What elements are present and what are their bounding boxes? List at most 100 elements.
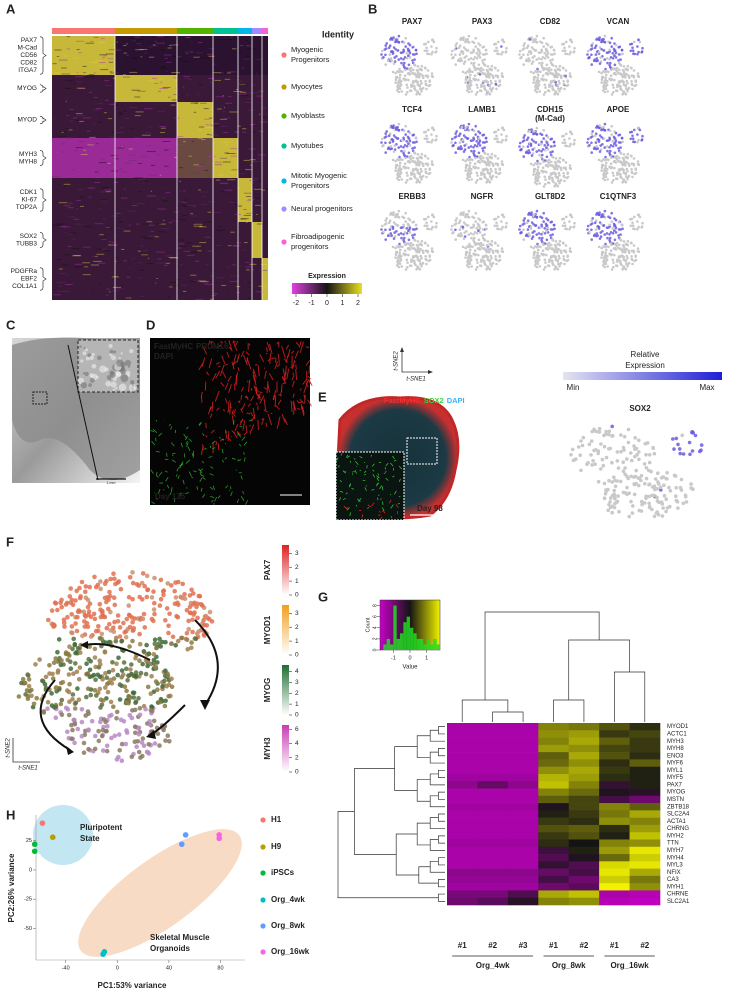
cell-dot [614, 43, 618, 47]
cell-dot [162, 678, 167, 683]
cell-dot [623, 91, 626, 95]
cell-dot [535, 34, 539, 38]
cell-dot [104, 743, 110, 749]
cell-dot [619, 259, 622, 263]
red-fiber [276, 341, 279, 345]
cell-dot [561, 218, 564, 221]
cell-dot [163, 618, 168, 623]
cell-dot [674, 486, 678, 490]
cell-dot [465, 213, 468, 216]
cell-dot [619, 84, 622, 88]
cell-dot [545, 253, 548, 257]
cell-dot [637, 213, 640, 216]
cell-dot [476, 174, 479, 177]
red-fiber [272, 395, 275, 401]
cell-dot [629, 131, 632, 134]
cell-dot [565, 227, 569, 231]
cell-dot [619, 261, 622, 265]
cell-dot [479, 154, 483, 158]
heatmap-block [238, 75, 252, 102]
cell-dot [630, 168, 633, 171]
cell-dot [417, 266, 420, 270]
cell-dot [408, 218, 412, 222]
cell-dot [144, 749, 150, 755]
cell-dot [607, 70, 610, 74]
red-fiber [296, 400, 300, 403]
heatmap-noise [64, 80, 74, 82]
cell-dot [652, 487, 657, 492]
cell-dot [79, 579, 85, 585]
cell-dot [402, 216, 406, 220]
cell-dot [620, 254, 623, 258]
cell-dot [644, 494, 648, 499]
texture [108, 378, 112, 381]
cell-dot [592, 234, 596, 237]
cell-dot [174, 613, 179, 619]
cell-dot [536, 262, 540, 266]
cell-dot [559, 249, 562, 252]
red-fiber [267, 383, 271, 393]
red-fiber [295, 364, 297, 370]
heatmap-noise [227, 179, 236, 181]
heatmap-noise [180, 264, 183, 265]
cell-dot [609, 149, 612, 153]
cell-dot [411, 141, 415, 144]
cell-dot [88, 614, 94, 620]
gene-label: MYH3 [19, 151, 37, 158]
cell-dot [483, 247, 486, 250]
cell-dot [625, 72, 628, 76]
heatmap-block [115, 258, 177, 300]
heatmap-noise [142, 181, 145, 183]
cell-dot [596, 147, 599, 150]
red-fiber [263, 387, 267, 390]
cell-dot [598, 36, 601, 39]
green-fiber [392, 475, 395, 478]
cell-dot [419, 254, 423, 258]
cell-dot [475, 171, 479, 175]
cell-dot [626, 264, 629, 268]
cell-dot [612, 247, 616, 250]
cell-dot [594, 228, 598, 231]
tsne-plot [450, 122, 508, 184]
green-fiber [248, 419, 253, 422]
heatmap-noise [73, 218, 80, 220]
texture [109, 349, 114, 354]
red-fiber [259, 354, 265, 363]
cell-dot [481, 46, 485, 49]
cell-dot [605, 172, 608, 175]
cell-dot [169, 641, 174, 646]
heatmap-noise [208, 201, 214, 203]
cell-dot [51, 660, 57, 665]
cell-dot [85, 597, 91, 603]
cell-dot [542, 45, 545, 48]
heatmap-noise [126, 43, 128, 45]
tick-label: 1 [341, 300, 345, 307]
heatmap-noise [208, 48, 215, 50]
cell-dot [652, 484, 657, 489]
cell-dot [84, 694, 89, 700]
heatmap-noise [215, 96, 224, 98]
heatmap-noise [241, 91, 246, 93]
cell-dot [536, 67, 539, 71]
cell-dot [477, 78, 480, 82]
heatmap-noise [214, 123, 220, 125]
cell-dot [681, 501, 686, 506]
cell-dot [524, 59, 528, 62]
cell-dot [689, 486, 693, 490]
cell-dot [485, 140, 488, 144]
cell-dot [163, 639, 168, 645]
heatmap-noise [103, 112, 107, 114]
heatmap-noise [68, 233, 73, 235]
cell-dot [606, 236, 609, 240]
heatmap-noise [141, 253, 148, 255]
legend-dot [281, 178, 287, 184]
heatmap-noise [66, 115, 69, 116]
cell-dot [394, 163, 398, 167]
cell-dot [425, 262, 428, 266]
red-fiber [240, 408, 243, 413]
heatmap-noise [206, 133, 210, 135]
heatmap-noise [117, 227, 124, 229]
red-fiber [296, 407, 301, 411]
heatmap-noise [139, 49, 148, 50]
cell-dot [622, 240, 626, 243]
